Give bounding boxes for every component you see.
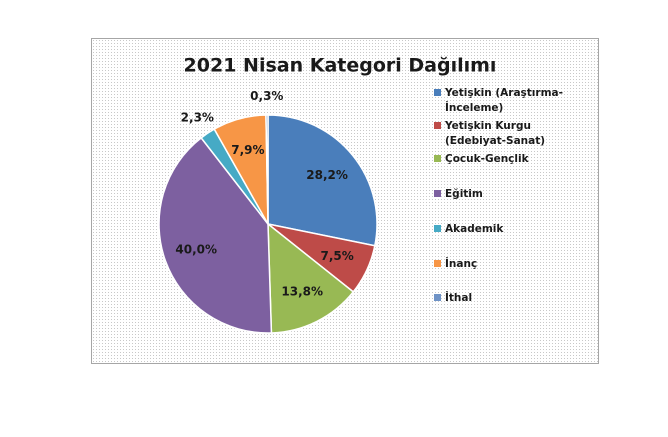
data-label: 28,2% [306, 168, 348, 182]
legend-swatch [434, 122, 441, 129]
legend-item: Çocuk-Gençlik [434, 152, 595, 167]
legend-label: İnanç [445, 258, 478, 270]
pie-slice [265, 114, 269, 225]
legend-label: İthal [445, 292, 473, 304]
legend-label: Çocuk-Gençlik [445, 153, 529, 165]
data-label: 13,8% [281, 285, 323, 299]
legend-swatch [434, 294, 441, 301]
legend-item: Yetişkin Kurgu (Edebiyat-Sanat) [434, 119, 595, 149]
data-label: 40,0% [175, 242, 217, 256]
legend-item: Yetişkin (Araştırma-İnceleme) [434, 86, 595, 116]
chart-title: 2021 Nisan Kategori Dağılımı [184, 55, 497, 77]
legend-label: Eğitim [445, 188, 483, 200]
legend-swatch [434, 260, 441, 267]
legend-swatch [434, 155, 441, 162]
legend-label: Yetişkin (Araştırma-İnceleme) [445, 87, 563, 114]
data-label: 7,9% [231, 143, 264, 157]
pie-slice [267, 114, 378, 247]
data-label: 7,5% [320, 249, 353, 263]
legend-label: Yetişkin Kurgu (Edebiyat-Sanat) [445, 120, 546, 147]
pie-slice [158, 136, 273, 334]
legend-label: Akademik [445, 223, 504, 235]
pie-slice [267, 222, 355, 334]
legend-item: Akademik [434, 222, 595, 237]
legend-item: İthal [434, 291, 595, 306]
legend-swatch [434, 89, 441, 96]
legend-swatch [434, 190, 441, 197]
legend-item: İnanç [434, 257, 595, 272]
legend-item: Eğitim [434, 187, 595, 202]
legend-swatch [434, 225, 441, 232]
data-label: 0,3% [250, 89, 283, 103]
data-label: 2,3% [181, 110, 214, 124]
